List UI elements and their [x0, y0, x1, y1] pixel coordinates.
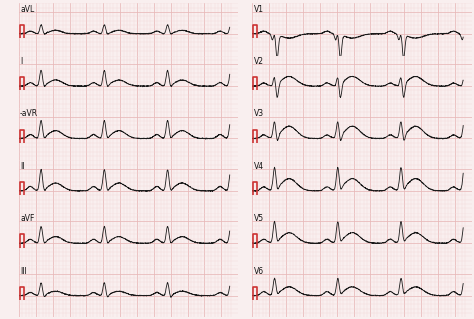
- Text: aVL: aVL: [20, 5, 34, 14]
- Text: III: III: [20, 267, 27, 276]
- Text: V4: V4: [254, 162, 264, 171]
- Text: V6: V6: [254, 267, 264, 276]
- Text: -aVR: -aVR: [20, 109, 38, 118]
- Text: V5: V5: [254, 214, 264, 223]
- Text: V3: V3: [254, 109, 264, 118]
- Text: II: II: [20, 162, 25, 171]
- Text: V2: V2: [254, 57, 264, 66]
- Text: V1: V1: [254, 5, 264, 14]
- Text: I: I: [20, 57, 22, 66]
- Text: aVF: aVF: [20, 214, 35, 223]
